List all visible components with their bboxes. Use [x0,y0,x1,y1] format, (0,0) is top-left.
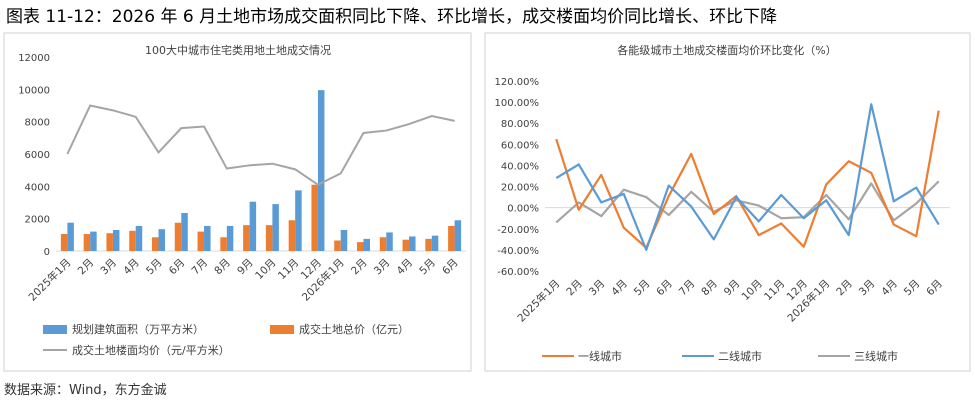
bar-area [90,231,97,251]
line-tier3 [555,180,940,224]
left-chart-title: 100大中城市住宅类用地土地成交情况 [145,43,331,57]
bar-area [112,229,120,251]
bar-total-price [425,238,432,251]
right-ytick-label: -20.00% [497,225,539,236]
bar-total-price [357,242,364,251]
bar-total-price [83,234,91,251]
bar-area [386,232,393,251]
right-ytick-label: 120.00% [495,77,540,88]
bar-area [454,220,462,251]
bar-total-price [106,233,113,251]
bar-area [409,236,416,251]
right-legend: 一线城市 二线城市 三线城市 [542,349,898,363]
bar-area [204,225,211,251]
bar-total-price [60,234,68,251]
bar-area [431,235,439,251]
bar-area [181,213,188,251]
right-chart-title: 各能级城市土地成交楼面均价环比变化（%） [617,43,836,57]
right-ytick-label: 60.00% [501,140,539,151]
left-legend: 规划建筑面积（万平方米） 成交土地总价（亿元） 成交土地楼面均价（元/平方米） [43,322,409,357]
bar-area [272,204,279,251]
left-ytick-label: 12000 [18,53,50,64]
right-ytick-label: 100.00% [495,98,540,109]
line-tier1 [555,110,940,249]
left-ytick-label: 2000 [25,215,50,226]
data-source-note: 数据来源：Wind，东方金诚 [4,383,167,398]
left-ytick-label: 6000 [25,150,50,161]
left-ytick-label: 10000 [18,85,50,96]
right-ytick-label: 0.00% [507,204,539,215]
bar-total-price [402,239,410,251]
bar-area [295,190,302,251]
bar-total-price [174,222,182,251]
right-ytick-label: 40.00% [501,161,539,172]
legend-label-tier3: 三线城市 [854,349,898,363]
bar-total-price [448,225,455,251]
legend-label-price: 成交土地总价（亿元） [299,322,409,336]
bar-area [363,238,370,251]
bar-area [340,229,348,251]
bar-area [249,201,257,251]
bar-total-price [265,225,273,251]
right-ytick-label: 20.00% [501,183,539,194]
bar-area [135,225,143,251]
bar-total-price [197,231,205,251]
bar-area [226,225,234,251]
bar-area [317,90,325,252]
bar-total-price [220,237,227,251]
bar-total-price [288,220,296,251]
bar-total-price [152,237,159,251]
legend-label-area: 规划建筑面积（万平方米） [72,322,204,336]
bar-area [158,229,165,251]
figure-title: 图表 11-12：2026 年 6 月土地市场成交面积同比下降、环比增长，成交楼… [6,7,778,27]
right-ytick-label: 80.00% [501,119,539,130]
legend-label-tier2: 二线城市 [718,349,762,363]
left-ytick-label: 4000 [25,182,50,193]
legend-swatch-price [270,325,294,334]
bar-total-price [379,237,387,251]
line-tier2 [555,103,940,251]
left-ytick-label: 8000 [25,118,50,129]
right-ytick-label: -40.00% [497,246,539,257]
legend-label-avgprice: 成交土地楼面均价（元/平方米） [72,343,230,357]
bar-total-price [334,240,341,251]
left-ytick-label: 0 [44,247,50,258]
bar-total-price [129,230,136,251]
line-avg-price [66,104,455,186]
left-chart-frame [3,32,472,372]
legend-label-tier1: 一线城市 [578,349,622,363]
bar-area [67,222,74,251]
right-ytick-label: -60.00% [497,267,539,278]
legend-swatch-area [43,325,67,334]
bar-total-price [243,225,250,251]
bar-total-price [311,184,318,251]
